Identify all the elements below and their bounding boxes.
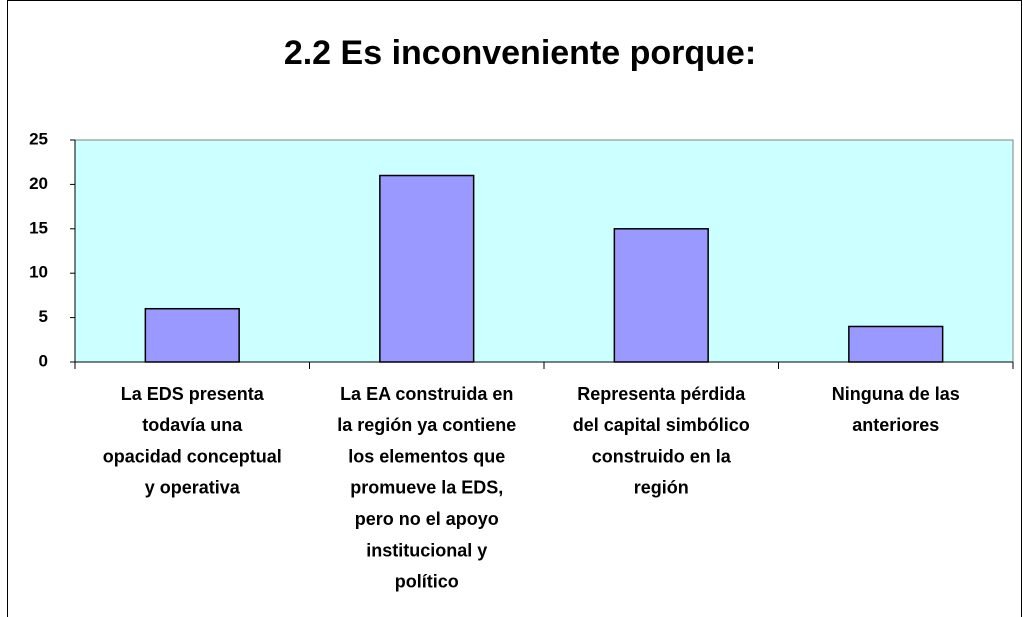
- x-tick-label: institucional y: [366, 540, 487, 560]
- x-tick-label: construido en la: [592, 446, 732, 466]
- x-tick-label: político: [395, 572, 459, 592]
- x-tick-label: promueve la EDS,: [350, 478, 503, 498]
- y-tick-label: 5: [39, 307, 48, 326]
- x-tick-label: región: [634, 478, 689, 498]
- bar: [144, 307, 240, 363]
- x-tick-label: anteriores: [852, 415, 939, 435]
- x-tick-label: y operativa: [145, 478, 241, 498]
- y-tick-label: 25: [29, 129, 48, 148]
- x-tick-label: La EA construida en: [340, 384, 513, 404]
- y-tick-label: 15: [29, 218, 48, 237]
- x-tick-label: Ninguna de las: [832, 384, 960, 404]
- x-tick-label: La EDS presenta: [121, 384, 265, 404]
- x-tick-label: la región ya contiene: [337, 415, 516, 435]
- bar: [379, 174, 475, 363]
- chart-title: 2.2 Es inconveniente porque:: [284, 34, 756, 72]
- x-tick-label: opacidad conceptual: [103, 446, 282, 466]
- x-tick-label: Representa pérdida: [577, 384, 746, 404]
- bar: [848, 325, 944, 363]
- x-tick-label: los elementos que: [348, 446, 505, 466]
- y-tick-label: 0: [39, 351, 48, 370]
- x-tick-label: todavía una: [142, 415, 243, 435]
- x-tick-label: del capital simbólico: [573, 415, 750, 435]
- x-tick-label: pero no el apoyo: [355, 509, 499, 529]
- bar: [613, 228, 709, 363]
- y-tick-label: 20: [29, 174, 48, 193]
- y-tick-label: 10: [29, 263, 48, 282]
